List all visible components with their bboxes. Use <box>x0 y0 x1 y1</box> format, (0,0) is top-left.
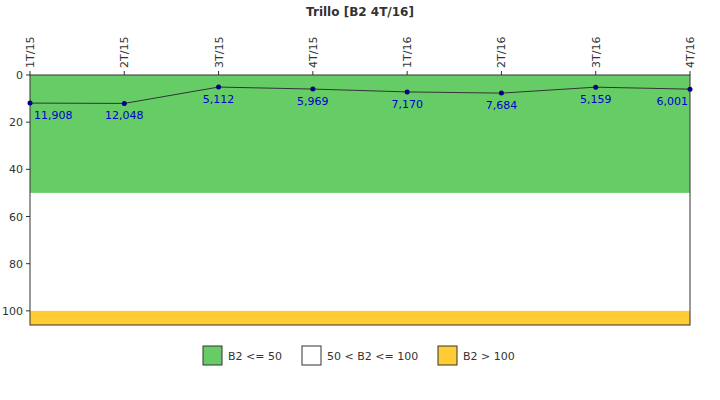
y-tick-label: 0 <box>16 69 23 82</box>
y-tick-label: 100 <box>2 305 23 318</box>
data-label: 7,170 <box>391 98 423 111</box>
chart: Trillo [B2 4T/16] 0 20 40 60 80 100 1T/15 2T/15 3… <box>0 0 720 400</box>
x-tick-label: 3T/16 <box>590 37 603 68</box>
point <box>310 87 315 92</box>
x-tick-label: 4T/16 <box>684 37 697 68</box>
x-tick-label: 1T/15 <box>24 37 37 68</box>
point <box>405 89 410 94</box>
data-label: 7,684 <box>486 99 518 112</box>
y-tick <box>26 216 30 217</box>
x-tick <box>501 71 502 75</box>
y-tick <box>26 310 30 311</box>
point <box>593 85 598 90</box>
data-label: 5,112 <box>203 93 235 106</box>
x-tick <box>312 71 313 75</box>
legend-label: B2 <= 50 <box>228 350 282 363</box>
y-tick-label: 20 <box>9 116 23 129</box>
x-tick <box>407 71 408 75</box>
x-tick-label: 1T/16 <box>401 37 414 68</box>
x-tick <box>595 71 596 75</box>
plot-frame <box>30 75 690 325</box>
x-tick <box>30 71 31 75</box>
point <box>28 101 33 106</box>
x-tick <box>218 71 219 75</box>
x-tick-label: 2T/16 <box>495 37 508 68</box>
point <box>122 101 127 106</box>
legend-swatch <box>438 346 457 365</box>
point <box>688 87 693 92</box>
legend-swatch <box>203 346 222 365</box>
legend-swatch <box>302 346 321 365</box>
data-label: 6,001 <box>657 95 689 108</box>
band <box>30 75 690 193</box>
x-tick <box>124 71 125 75</box>
legend-label: 50 < B2 <= 100 <box>327 350 418 363</box>
legend-label: B2 > 100 <box>463 350 515 363</box>
data-label: 5,969 <box>297 95 329 108</box>
y-tick-label: 60 <box>9 211 23 224</box>
y-tick <box>26 263 30 264</box>
band <box>30 193 690 311</box>
data-label: 12,048 <box>105 109 144 122</box>
title: Trillo [B2 4T/16] <box>306 5 414 19</box>
y-tick <box>26 169 30 170</box>
y-tick-label: 80 <box>9 258 23 271</box>
band <box>30 311 690 325</box>
x-tick <box>690 71 691 75</box>
point <box>499 91 504 96</box>
y-tick-label: 40 <box>9 163 23 176</box>
x-tick-label: 3T/15 <box>213 37 226 68</box>
x-tick-label: 4T/15 <box>307 37 320 68</box>
plot-marks <box>28 85 693 106</box>
y-tick <box>26 75 30 76</box>
data-label: 11,908 <box>34 109 73 122</box>
y-tick <box>26 122 30 123</box>
data-label: 5,159 <box>580 93 612 106</box>
x-tick-label: 2T/15 <box>118 37 131 68</box>
point <box>216 85 221 90</box>
